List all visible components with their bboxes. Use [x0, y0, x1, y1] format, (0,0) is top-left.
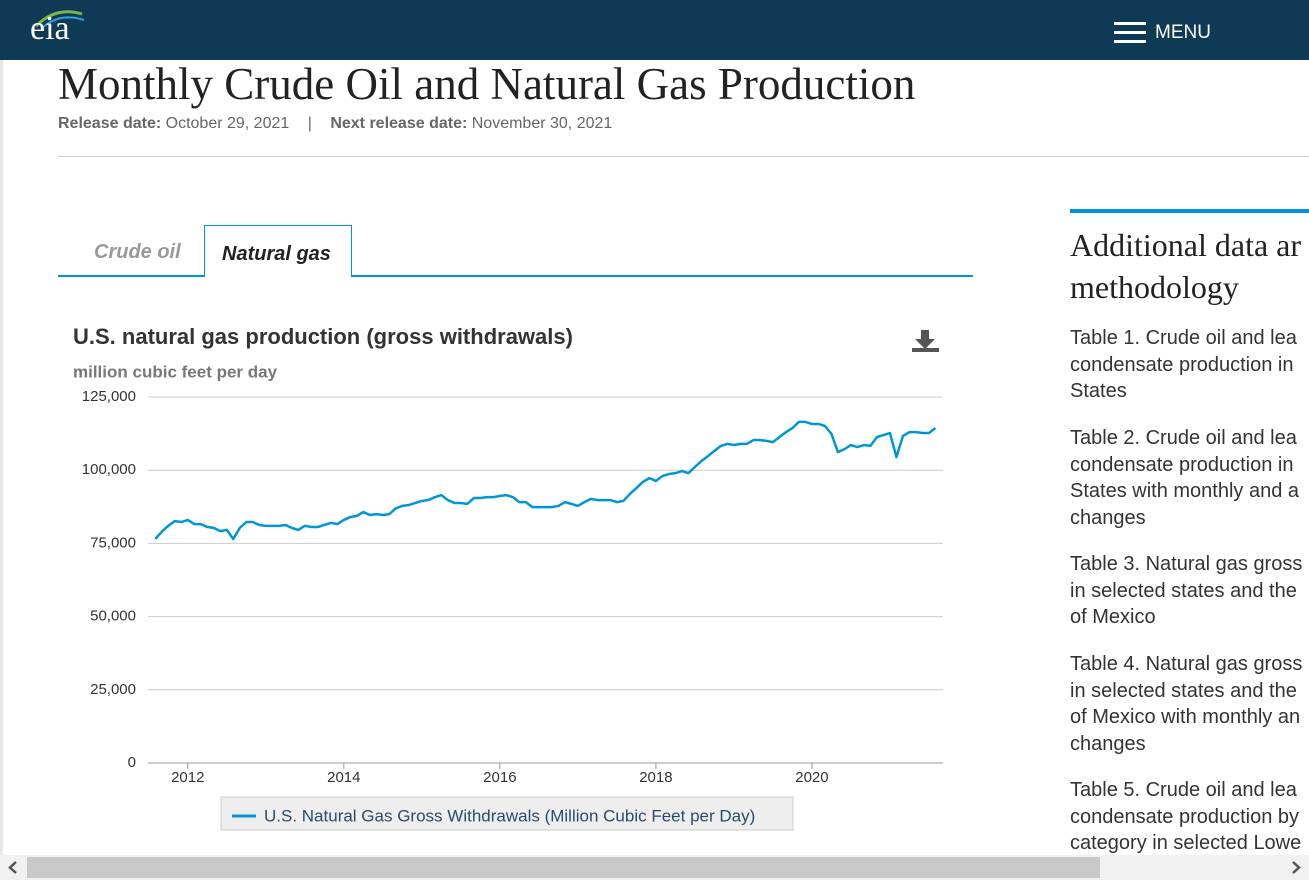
link-line: in selected states and the	[1070, 679, 1297, 702]
release-date: October 29, 2021	[165, 115, 290, 132]
logo[interactable]: eia	[30, 10, 70, 47]
sidebar-link[interactable]: Table 3. Natural gas gross in selected st…	[1070, 551, 1302, 631]
tab-active[interactable]: Natural gas	[204, 225, 352, 277]
sidebar-link[interactable]: Table 1. Crude oil and lea condensate pro…	[1070, 325, 1297, 405]
x-tick-label: 2016	[483, 769, 516, 786]
link-line: condensate production in	[1070, 353, 1294, 376]
sidebar-heading: Additional data ar methodology	[1070, 224, 1301, 308]
release-label: Release date:	[58, 115, 162, 132]
next-release-date: November 30, 2021	[471, 115, 613, 132]
link-line: condensate production in	[1070, 453, 1294, 476]
link-line: Table 1. Crude oil and lea	[1070, 327, 1297, 349]
logo-swoosh	[34, 10, 85, 29]
y-tick-label: 100,000	[82, 461, 136, 478]
chart-title: U.S. natural gas production (gross withd…	[73, 324, 573, 349]
y-tick-label: 25,000	[90, 681, 136, 698]
sidebar-link[interactable]: Table 2. Crude oil and lea condensate pro…	[1070, 425, 1299, 531]
link-line: Table 2. Crude oil and lea	[1070, 427, 1297, 449]
link-line: of Mexico with monthly an	[1070, 706, 1301, 728]
link-line: changes	[1070, 506, 1146, 529]
link-line: Table 4. Natural gas gross	[1070, 653, 1303, 675]
x-tick-label: 2020	[795, 769, 828, 786]
header-bar	[0, 0, 1309, 60]
release-info: Release date: October 29, 2021 | Next re…	[58, 115, 612, 133]
left-border	[0, 60, 3, 855]
y-tick-label: 125,000	[82, 388, 136, 405]
link-line: States with monthly and a	[1070, 480, 1300, 502]
legend	[220, 796, 794, 831]
sidebar-link[interactable]: Table 4. Natural gas gross in selected st…	[1070, 651, 1302, 757]
tab-underline	[58, 275, 973, 277]
link-line: States	[1070, 380, 1127, 402]
sidebar-link[interactable]: Table 5. Crude oil and lea condensate pro…	[1070, 777, 1301, 857]
page-title: Monthly Crude Oil and Natural Gas Produc…	[58, 59, 916, 109]
link-line: Table 3. Natural gas gross	[1070, 553, 1303, 575]
chart-subtitle: million cubic feet per day	[73, 362, 278, 381]
legend-label: U.S. Natural Gas Gross Withdrawals (Mill…	[264, 806, 755, 825]
x-tick-label: 2018	[639, 769, 672, 786]
next-release-label: Next release date:	[330, 115, 468, 132]
link-line: condensate production by	[1070, 805, 1300, 828]
link-line: of Mexico	[1070, 606, 1156, 628]
scrollbar-thumb[interactable]	[27, 857, 1100, 878]
y-tick-label: 50,000	[90, 608, 136, 625]
link-line: changes	[1070, 732, 1146, 755]
x-tick-label: 2012	[171, 769, 204, 786]
link-line: in selected states and the	[1070, 579, 1297, 602]
y-tick-label: 75,000	[90, 534, 136, 551]
menu-icon[interactable]	[1114, 20, 1148, 44]
tab-label: Natural gas	[222, 243, 331, 265]
link-line: Table 5. Crude oil and lea	[1070, 779, 1297, 801]
tab[interactable]: Crude oil	[94, 241, 181, 263]
data-line	[154, 420, 937, 541]
heading-line: methodology	[1070, 269, 1239, 305]
scroll-arrows[interactable]	[0, 855, 1309, 880]
x-tick-label: 2014	[327, 769, 360, 786]
download-icon[interactable]	[912, 330, 939, 352]
menu-label[interactable]: MENU	[1155, 22, 1211, 43]
separator: |	[307, 115, 312, 132]
chart: U.S. natural gas production (gross withd…	[73, 324, 943, 831]
divider	[58, 156, 1309, 157]
y-tick-label: 0	[128, 754, 136, 771]
sidebar-rule	[1070, 209, 1309, 213]
heading-line: Additional data ar	[1070, 227, 1302, 263]
link-line: category in selected Lowe	[1070, 832, 1302, 854]
